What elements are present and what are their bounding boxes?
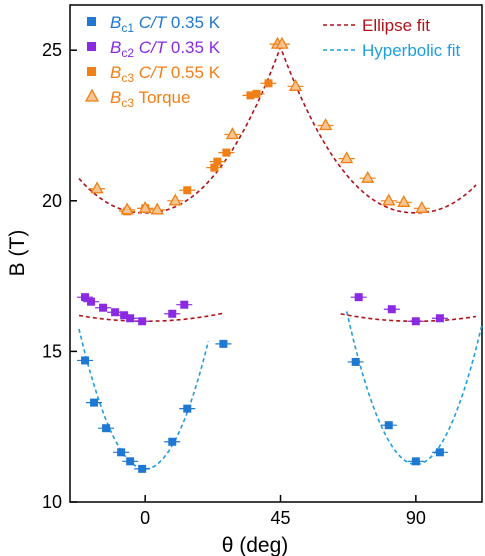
point-s0-2	[102, 424, 111, 433]
point-s1-11	[411, 317, 420, 326]
legend-marker-1	[87, 42, 96, 51]
point-s0-0	[81, 356, 90, 365]
fit-curves	[78, 44, 483, 470]
point-s1-8	[180, 300, 189, 309]
point-s0-1	[90, 398, 99, 407]
legend-marker-3	[84, 88, 100, 102]
point-s0-9	[351, 357, 360, 366]
point-s1-2	[99, 303, 108, 312]
legend-label-2: Bc3 C/T 0.55 K	[110, 63, 221, 85]
point-s2-8	[264, 79, 273, 88]
legend-marker-2	[87, 67, 96, 76]
point-s2-3	[210, 163, 219, 172]
point-t3-0	[90, 181, 104, 194]
y-tick-label-2: 20	[42, 191, 62, 211]
x-tick-label-2: 90	[406, 508, 426, 528]
point-s0-10	[384, 421, 393, 430]
point-t3-12	[382, 193, 396, 206]
hyperbolic-fit-left	[78, 328, 210, 470]
y-tick-label-3: 25	[42, 40, 62, 60]
legend-line-label-0: Ellipse fit	[362, 16, 430, 35]
point-s2-4	[213, 157, 222, 166]
y-tick-label-1: 15	[42, 341, 62, 361]
point-s1-9	[354, 293, 363, 302]
point-s2-2	[183, 186, 192, 195]
point-s0-8	[219, 339, 228, 348]
point-t3-7	[275, 36, 289, 49]
point-s0-3	[117, 448, 126, 457]
data-points	[77, 36, 448, 473]
point-t3-3	[150, 202, 164, 215]
hyperbolic-fit-right	[345, 311, 483, 466]
y-tick-label-0: 10	[42, 492, 62, 512]
legend-marker-0	[87, 17, 96, 26]
legend: Bc1 C/T 0.35 K Bc2 C/T 0.35 K Bc3 C/T 0.55…	[84, 13, 461, 110]
point-s0-6	[168, 437, 177, 446]
point-s1-12	[435, 314, 444, 323]
point-t3-11	[361, 170, 375, 183]
point-t3-2	[138, 200, 152, 213]
point-t3-1	[120, 202, 134, 215]
point-s1-6	[138, 317, 147, 326]
point-s1-1	[87, 297, 96, 306]
point-t3-13	[397, 194, 411, 207]
legend-line-label-1: Hyperbolic fit	[362, 41, 461, 60]
x-tick-label-1: 45	[270, 508, 290, 528]
point-s0-12	[435, 448, 444, 457]
point-s2-7	[252, 89, 261, 98]
axes: 0 45 90 10 15 20 25	[42, 40, 426, 528]
point-s0-5	[138, 464, 147, 473]
point-s2-6	[246, 91, 255, 100]
point-s1-0	[81, 293, 90, 302]
point-t3-5	[225, 127, 239, 140]
point-s0-4	[126, 457, 135, 466]
point-t3-8	[288, 78, 303, 91]
ellipse-fit-mid-right	[340, 313, 477, 323]
point-s0-7	[183, 404, 192, 413]
ellipse-fit-mid-left	[78, 312, 224, 323]
point-s1-5	[126, 314, 135, 323]
y-axis-label: B (T)	[6, 230, 29, 277]
point-s2-5	[222, 148, 231, 157]
x-axis-label: θ (deg)	[222, 534, 289, 556]
point-s1-4	[120, 311, 129, 320]
point-t3-14	[415, 200, 429, 213]
point-s1-10	[387, 305, 396, 314]
plot-frame	[69, 4, 483, 503]
point-t3-9	[319, 118, 333, 131]
legend-label-3: Bc3 Torque	[110, 88, 190, 110]
point-s1-3	[111, 308, 120, 317]
point-t3-4	[168, 193, 182, 206]
legend-label-1: Bc2 C/T 0.35 K	[110, 38, 221, 60]
point-s1-7	[168, 309, 177, 318]
point-t3-10	[340, 151, 354, 164]
point-s0-11	[411, 457, 420, 466]
legend-label-0: Bc1 C/T 0.35 K	[110, 13, 221, 35]
x-tick-label-0: 0	[140, 508, 150, 528]
